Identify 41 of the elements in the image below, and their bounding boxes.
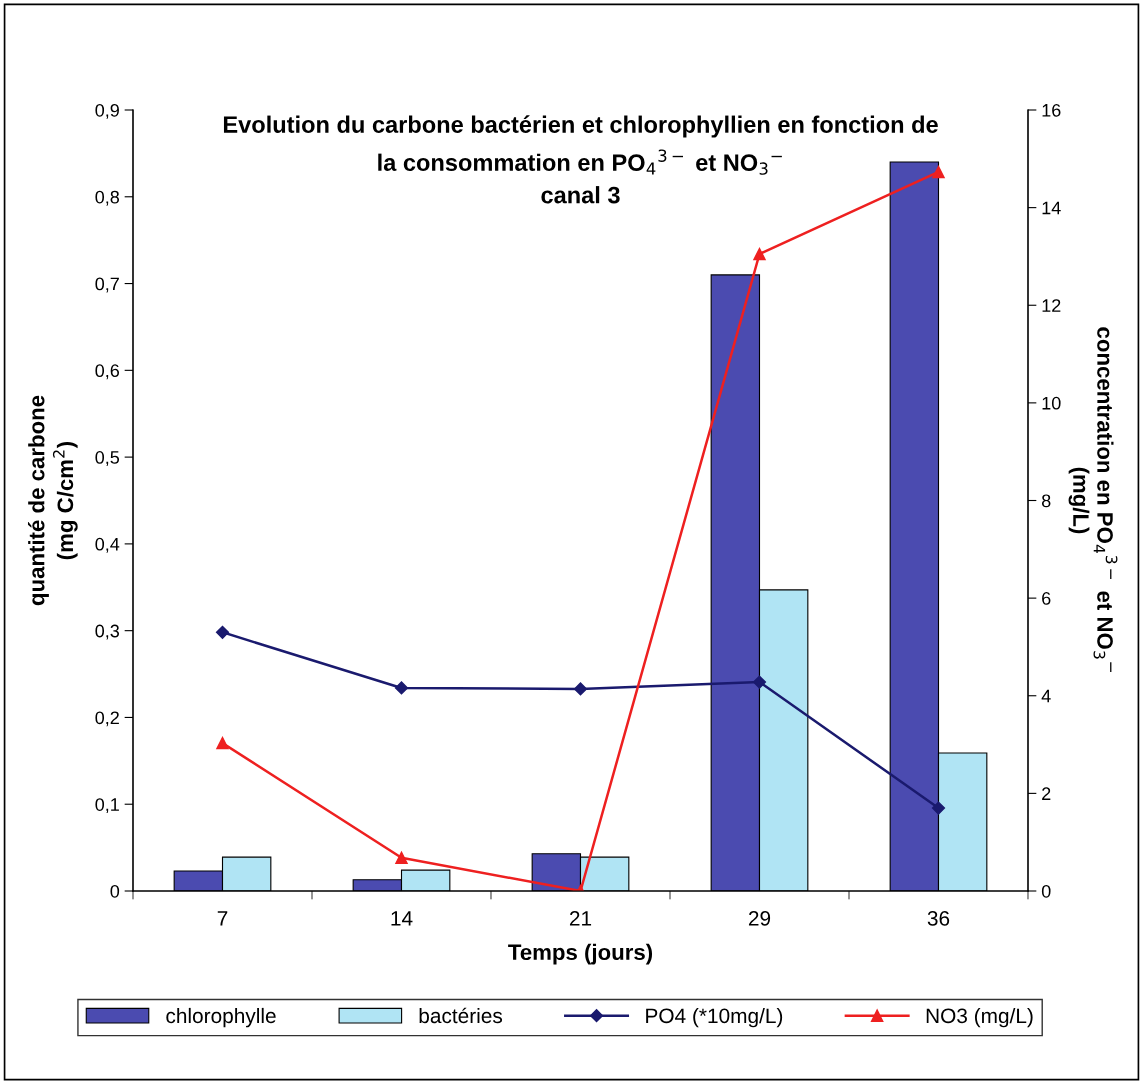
- y-tick-label: 0,8: [95, 190, 120, 206]
- x-tick-label: 36: [927, 910, 950, 926]
- y2-tick-label: 4: [1041, 689, 1051, 703]
- y-tick-label: 0,3: [95, 624, 120, 640]
- point: [932, 165, 945, 179]
- point: [931, 801, 946, 815]
- y-tick-label: 0,9: [95, 103, 119, 119]
- y2-tick-label: 10: [1042, 396, 1061, 410]
- y2-tick-label: 12: [1042, 299, 1061, 312]
- y-tick-label: 0,2: [95, 711, 119, 727]
- point: [394, 681, 409, 695]
- x-tick-label: 7: [217, 911, 228, 926]
- point: [573, 682, 588, 696]
- point: [752, 675, 767, 689]
- y2-tick-label: 8: [1041, 494, 1051, 508]
- y2-tick-label: 2: [1042, 787, 1051, 800]
- y2-tick-label: 0: [1041, 884, 1051, 898]
- point: [216, 736, 229, 750]
- legend-label: NO3 (mg/L): [926, 1007, 1033, 1028]
- y2-tick-label: 6: [1042, 592, 1051, 605]
- y-tick-label: 0,6: [95, 364, 120, 380]
- y-tick-label: 0,5: [95, 451, 120, 466]
- point: [395, 851, 408, 865]
- chart-title: Evolution du carbone bactérien et chlorophyllien en fonction de la consommation en PO$_{4}$$^{3−}$ et NO$_{3}$$^{−}$ canal 3: [223, 115, 938, 204]
- x-tick-label: 29: [748, 910, 771, 926]
- y2-tick-label: 16: [1042, 103, 1061, 117]
- y-tick-label: 0: [110, 884, 120, 898]
- y-tick-label: 0,1: [95, 798, 119, 814]
- text: concentration en PO$_{4}$$^{3−}$ et NO$_{3}$$^{−}$ (mg/L): [1068, 327, 1118, 673]
- x-tick-label: 21: [569, 910, 592, 926]
- legend-label: bactéries: [419, 1007, 503, 1024]
- point: [753, 247, 766, 261]
- legend-label: PO4 (*10mg/L): [646, 1007, 783, 1028]
- legend-label: chlorophylle: [166, 1007, 276, 1028]
- x-axis-title: Temps (jours): [508, 943, 653, 965]
- y2-tick-label: 14: [1042, 201, 1061, 215]
- y-tick-label: 0,4: [95, 537, 120, 553]
- y-axis-title: quantité de carbone (mg C/cm$^{2}$): [27, 395, 78, 606]
- point: [215, 625, 230, 639]
- y-tick-label: 0,7: [95, 277, 119, 293]
- x-tick-label: 14: [391, 911, 413, 926]
